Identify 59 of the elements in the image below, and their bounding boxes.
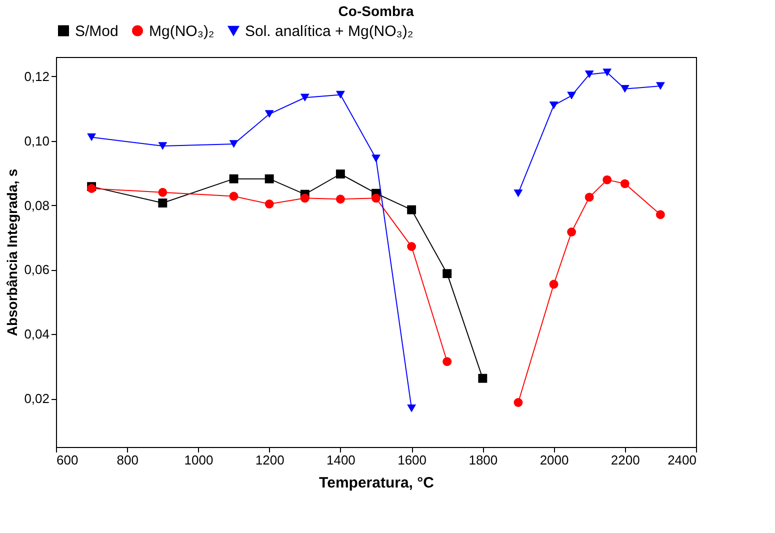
point <box>264 110 274 118</box>
point <box>567 228 576 236</box>
point <box>158 188 168 197</box>
point <box>478 374 488 383</box>
legend-label: Sol. analítica + Mg(NO₃)₂ <box>245 22 414 40</box>
point <box>549 101 558 110</box>
legend-label: S/Mod <box>75 22 118 40</box>
x-axis-title: Temperatura, °C <box>319 474 434 492</box>
x-tick-label: 2000 <box>540 452 569 468</box>
point <box>87 133 96 142</box>
chart-title: Co-Sombra <box>338 3 414 19</box>
x-tick-label: 1800 <box>468 452 498 468</box>
y-tick-label: 0,08 <box>24 198 50 213</box>
point <box>514 189 523 198</box>
point <box>229 192 238 201</box>
point <box>336 170 345 178</box>
x-tick-label: 1600 <box>398 452 427 468</box>
x-tick-label: 600 <box>56 452 78 468</box>
y-tick-label: 0,02 <box>24 391 50 406</box>
point <box>372 154 380 162</box>
y-tick-label: 0,04 <box>24 326 50 342</box>
point <box>300 194 310 203</box>
point <box>567 92 576 100</box>
point <box>549 280 558 289</box>
y-tick-label: 0,12 <box>24 68 50 84</box>
x-tick-label: 2400 <box>668 452 696 468</box>
point <box>300 94 310 102</box>
y-axis-title: Absorbância Integrada, s <box>4 168 20 336</box>
point <box>442 357 452 366</box>
point <box>602 68 612 76</box>
point <box>656 210 665 220</box>
point <box>264 174 274 184</box>
point <box>407 404 416 412</box>
y-tick-label: 0,10 <box>24 133 50 148</box>
point <box>442 269 452 278</box>
point <box>336 90 345 99</box>
point <box>514 398 523 407</box>
point <box>584 192 594 202</box>
x-tick-label: 800 <box>116 452 138 468</box>
point <box>407 205 416 214</box>
point <box>584 70 594 78</box>
legend-label: Mg(NO₃)₂ <box>149 22 214 40</box>
point <box>264 200 274 208</box>
x-tick-label: 1200 <box>255 452 284 468</box>
x-tick-label: 2200 <box>610 452 640 468</box>
point <box>407 242 416 251</box>
point <box>602 175 612 184</box>
point <box>656 82 665 90</box>
y-tick-label: 0,06 <box>24 262 50 278</box>
x-tick-label: 1000 <box>184 452 214 468</box>
point <box>336 194 345 204</box>
point <box>620 179 630 188</box>
point <box>158 142 168 150</box>
point <box>158 198 168 208</box>
point <box>229 140 238 148</box>
point <box>620 85 630 93</box>
point <box>372 194 380 203</box>
x-tick-label: 1400 <box>326 452 356 468</box>
point <box>229 174 238 184</box>
